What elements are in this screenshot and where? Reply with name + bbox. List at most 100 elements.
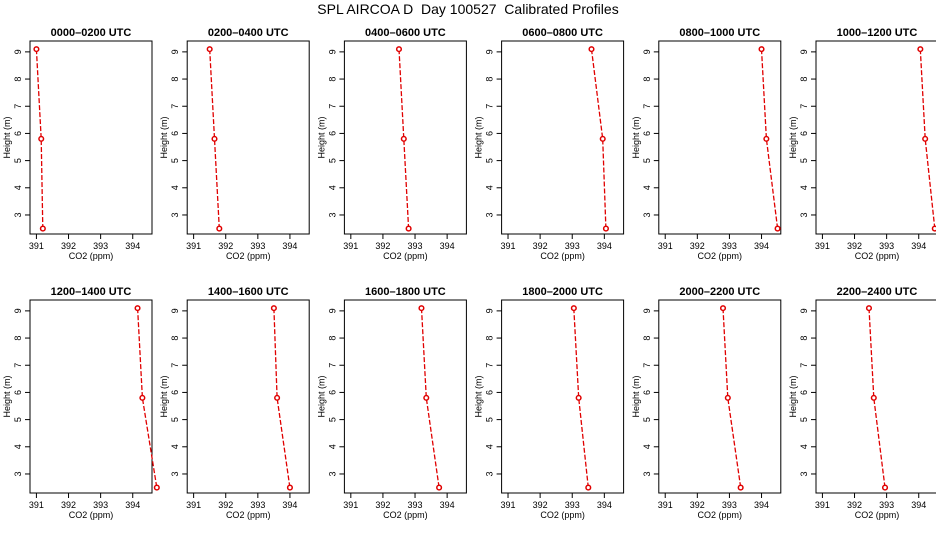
y-tick-label: 7	[485, 104, 495, 109]
panel-9: 1600–1800 UTC 391 392 393 394 3 4 5 6 7 8 9 CO2 (ppm…	[316, 286, 467, 520]
y-axis-label: Height (m)	[631, 116, 641, 158]
y-tick-label: 7	[327, 104, 337, 109]
y-tick-label: 3	[485, 212, 495, 217]
y-tick-label: 7	[799, 104, 809, 109]
x-axis-label: CO2 (ppm)	[698, 510, 743, 520]
panel-12: 2200–2400 UTC 391 392 393 394 3 4 5 6 7 8 9 CO2 (ppm…	[788, 286, 936, 520]
y-axis-label: Height (m)	[316, 375, 326, 417]
panel-10: 1800–2000 UTC 391 392 393 394 3 4 5 6 7 8 9 CO2 (ppm…	[474, 286, 625, 520]
y-tick-label: 8	[170, 77, 180, 82]
profile-line	[420, 308, 440, 488]
x-tick-label: 393	[93, 500, 108, 510]
panel-11: 2000–2200 UTC 391 392 393 394 3 4 5 6 7 8 9 CO2 (ppm…	[631, 286, 782, 520]
panel-1: 0000–0200 UTC 391 392 393 394 3 4 5 6 7 8 9 CO2 (ppm…	[2, 27, 153, 261]
x-tick-label: 393	[879, 500, 894, 510]
y-tick-label: 6	[170, 390, 180, 395]
panel-title: 2000–2200 UTC	[679, 286, 760, 298]
x-axis-label: CO2 (ppm)	[226, 510, 271, 520]
y-tick-label: 9	[485, 308, 495, 313]
data-point	[216, 225, 223, 232]
y-tick-label: 3	[799, 212, 809, 217]
y-tick-label: 7	[327, 363, 337, 368]
y-tick-label: 4	[799, 185, 809, 190]
y-tick-label: 6	[485, 390, 495, 395]
panel-7: 1200–1400 UTC 391 392 393 394 3 4 5 6 7 8 9 CO2 (ppm…	[2, 286, 160, 520]
plot-frame	[29, 40, 153, 235]
plot-frame	[815, 40, 936, 235]
y-tick-label: 8	[642, 77, 652, 82]
y-tick-label: 8	[170, 336, 180, 341]
x-tick-label: 391	[29, 500, 44, 510]
y-tick-label: 7	[13, 363, 23, 368]
data-point	[134, 305, 141, 312]
x-tick-label: 392	[218, 241, 233, 251]
y-tick-label: 6	[642, 131, 652, 136]
y-tick-label: 6	[327, 131, 337, 136]
data-point	[870, 394, 877, 401]
x-tick-label: 392	[218, 500, 233, 510]
y-tick-label: 3	[13, 212, 23, 217]
y-tick-label: 3	[799, 471, 809, 476]
profile-line	[273, 308, 291, 488]
data-point	[758, 46, 765, 53]
x-axis-label: CO2 (ppm)	[540, 510, 585, 520]
y-tick-label: 5	[13, 417, 23, 422]
data-point	[719, 305, 727, 312]
y-tick-label: 5	[799, 158, 809, 163]
y-tick-label: 9	[327, 49, 337, 54]
y-tick-label: 3	[170, 471, 180, 476]
y-axis-label: Height (m)	[159, 116, 169, 158]
x-tick-label: 392	[375, 241, 390, 251]
y-tick-label: 7	[642, 104, 652, 109]
y-tick-label: 5	[13, 158, 23, 163]
y-tick-label: 5	[485, 417, 495, 422]
plot-frame	[343, 299, 467, 494]
plot-frame	[186, 40, 310, 235]
x-tick-label: 394	[440, 500, 455, 510]
data-point	[400, 135, 407, 142]
data-point	[423, 394, 430, 401]
data-point	[274, 394, 281, 401]
y-tick-label: 4	[327, 185, 337, 190]
x-tick-label: 391	[501, 500, 516, 510]
data-point	[405, 225, 412, 232]
plot-frame	[343, 40, 467, 235]
profile-line	[209, 49, 220, 229]
data-point	[763, 135, 770, 142]
profile-line	[722, 308, 742, 488]
plot-frame	[29, 299, 153, 494]
panel-3: 0400–0600 UTC 391 392 393 394 3 4 5 6 7 8 9 CO2 (ppm…	[316, 27, 467, 261]
panel-title: 0200–0400 UTC	[208, 27, 289, 39]
data-point	[724, 394, 731, 401]
profile-line	[760, 49, 779, 229]
data-point	[917, 46, 924, 53]
x-axis-label: CO2 (ppm)	[69, 251, 114, 261]
y-tick-label: 9	[327, 308, 337, 313]
data-point	[575, 394, 582, 401]
y-tick-label: 8	[327, 336, 337, 341]
panel-title: 1600–1800 UTC	[365, 286, 446, 298]
y-tick-label: 9	[799, 49, 809, 54]
y-axis-label: Height (m)	[159, 375, 169, 417]
profile-line	[868, 308, 886, 488]
y-axis-label: Height (m)	[631, 375, 641, 417]
x-tick-label: 391	[658, 241, 673, 251]
data-point	[931, 225, 936, 232]
y-tick-label: 6	[13, 390, 23, 395]
plot-frame	[658, 40, 782, 235]
panel-title: 1000–1200 UTC	[837, 27, 918, 39]
data-point	[570, 305, 577, 312]
x-tick-label: 391	[186, 241, 201, 251]
panel-6: 1000–1200 UTC 391 392 393 394 3 4 5 6 7 8 9 CO2 (ppm…	[788, 27, 936, 261]
y-tick-label: 6	[327, 390, 337, 395]
panel-8: 1400–1600 UTC 391 392 393 394 3 4 5 6 7 8 9 CO2 (ppm…	[159, 286, 310, 520]
y-tick-label: 7	[170, 363, 180, 368]
y-tick-label: 7	[485, 363, 495, 368]
data-point	[38, 135, 45, 142]
x-tick-label: 394	[911, 500, 926, 510]
data-point	[139, 394, 146, 401]
profile-line	[573, 308, 589, 488]
data-point	[922, 135, 929, 142]
x-tick-label: 394	[597, 500, 612, 510]
data-point	[39, 225, 46, 232]
